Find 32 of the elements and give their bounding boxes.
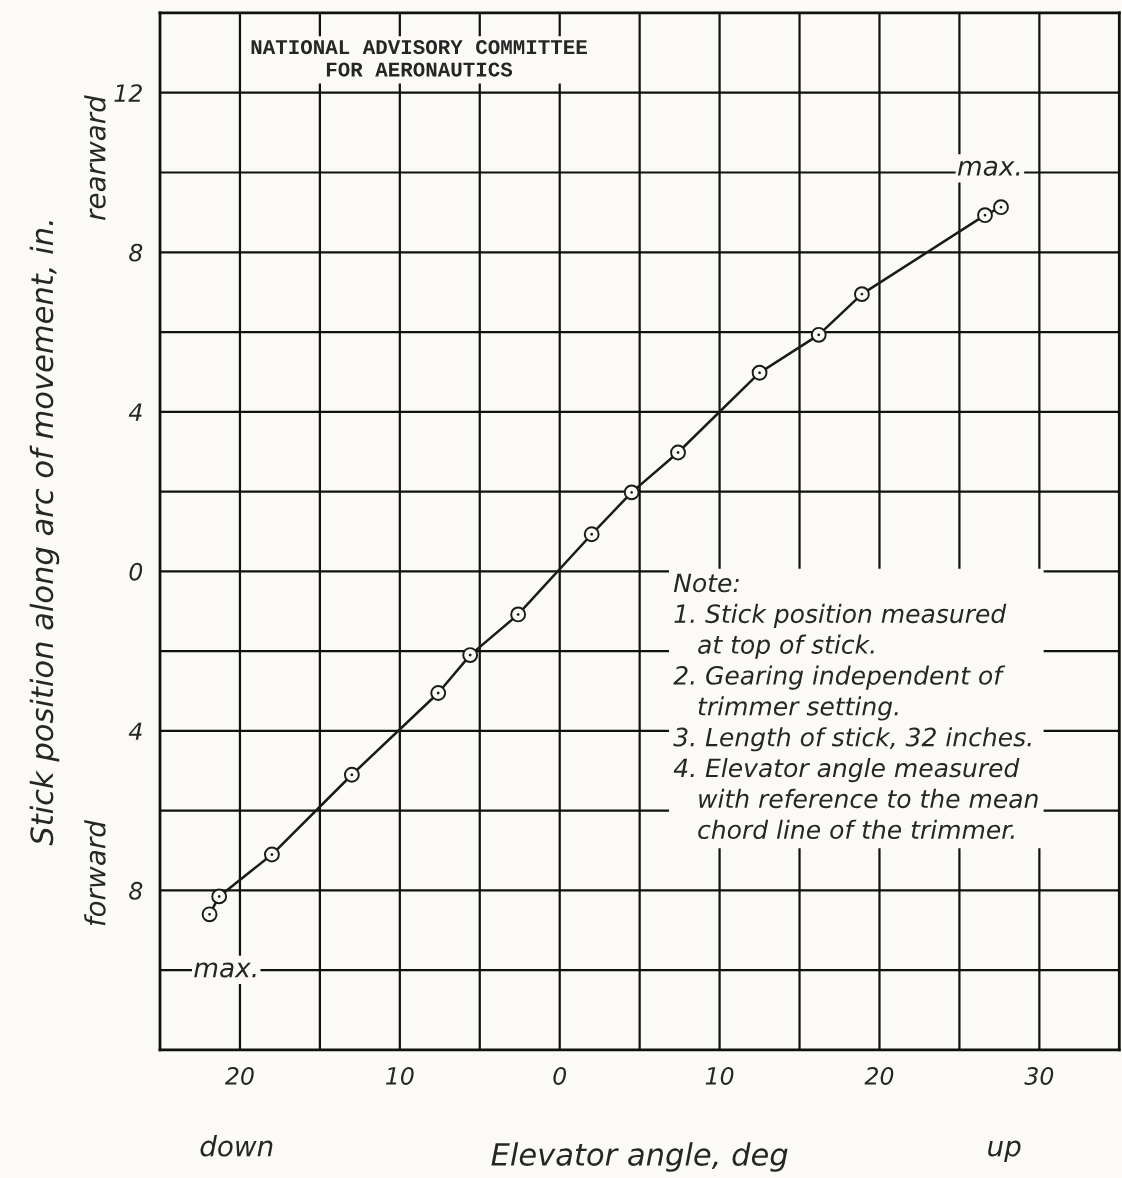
point (343, 766, 360, 783)
y-axis-title: Stick position along arc of movement, in. (29, 221, 60, 846)
point (583, 526, 600, 543)
x-tick-label: 0 (553, 1067, 567, 1085)
text: down (200, 1135, 273, 1157)
annotation: NATIONAL ADVISORY COMMITTEE FOR AERONAUTICS (251, 40, 587, 77)
x-tick-label: 20 (864, 1067, 894, 1085)
y-tick-label: 4 (128, 722, 142, 740)
x-tick-label: 30 (1024, 1067, 1054, 1085)
text: forward (84, 820, 106, 926)
y-tick-label: 8 (129, 243, 143, 262)
point (510, 606, 527, 623)
y-tick-label: 0 (129, 562, 143, 581)
point (211, 888, 228, 905)
point (670, 444, 686, 461)
point (623, 484, 640, 501)
text: up (988, 1140, 1021, 1162)
annotation: max. (194, 962, 256, 978)
y-tick-label: 8 (129, 881, 143, 900)
y-tick-label: 12 (114, 84, 142, 102)
annotation: max. (957, 160, 1020, 176)
y-tick-label: 4 (128, 403, 142, 421)
point (751, 364, 768, 381)
x-tick-label: 10 (705, 1067, 734, 1085)
x-tick-label: 10 (385, 1067, 414, 1085)
text: rearward (84, 95, 106, 221)
point (264, 846, 280, 863)
x-tick-label: 20 (225, 1067, 254, 1085)
point (201, 906, 218, 923)
point (810, 326, 827, 343)
x-axis-title: Elevator angle, deg (491, 1142, 788, 1172)
text: Note: 1. Stick position measured at top of stick. 2. Gearing independent of trimmer setting. 3. Length of stick, 32 inches. 4. Elevator angle measured with reference to the mean chord line of the trimmer. (673, 573, 1038, 840)
